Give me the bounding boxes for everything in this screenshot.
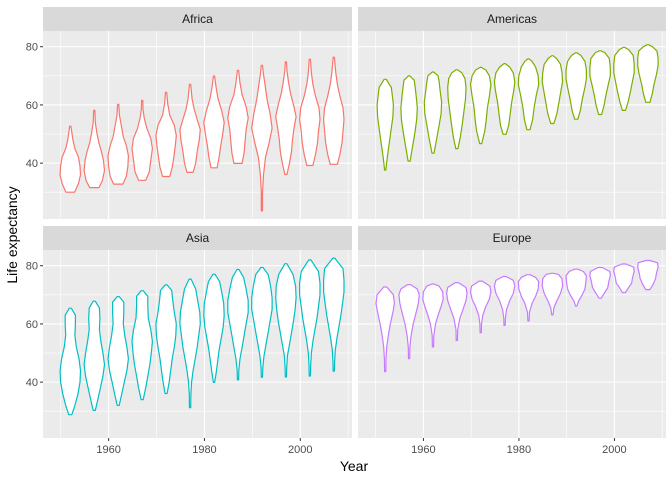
violin-1962 [423,71,443,154]
x-tick-label: 1960 [411,444,435,456]
x-tick-label: 1980 [192,444,216,456]
violin-2007 [323,56,345,165]
violin-1962 [107,103,129,185]
x-tick-label: 2000 [602,444,626,456]
facet-strip [43,226,352,250]
violin-2002 [613,46,635,111]
violin-1997 [589,50,611,116]
violin-1982 [517,58,540,131]
violin-1967 [131,99,153,181]
x-tick-label: 2000 [288,444,312,456]
facet-panel-europe: Europe 1960 1980 2000 [358,226,666,456]
facet-strip-label: Europe [493,231,532,245]
facet-strip [358,226,666,250]
violin-2007 [637,44,659,103]
violin-1977 [493,63,516,135]
x-tick-label: 1980 [507,444,531,456]
y-tick-label: 60 [26,100,38,112]
violin-1982 [517,274,540,322]
y-tick-label: 80 [26,42,38,54]
violin-1962 [422,283,444,348]
y-axis-title: Life expectancy [4,186,20,283]
violin-1977 [179,278,201,409]
violin-1992 [565,268,587,307]
violin-1957 [83,109,106,189]
violin-1967 [131,290,153,401]
facet-strip [43,7,352,31]
violin-1987 [541,55,564,125]
violin-1987 [227,268,249,381]
violin-2002 [299,58,321,167]
violin-1982 [203,273,225,383]
violin-2002 [299,259,321,377]
violin-1992 [251,64,273,212]
facet-panel-africa: Africa 40 60 80 [26,7,352,219]
facet-panel-asia: Asia 40 60 80 1960 1980 2000 [26,226,352,456]
x-tick-label: 1960 [96,444,120,456]
violin-1992 [251,266,273,378]
violin-1967 [446,282,468,342]
violin-1972 [469,280,492,334]
violin-1987 [227,69,249,164]
violin-1972 [155,284,177,395]
violin-1952 [59,307,82,416]
facet-strip-label: Americas [487,12,537,26]
x-axis-title: Year [340,458,369,474]
violin-1972 [155,91,177,178]
violin-1972 [469,66,492,145]
violin-1962 [107,296,129,406]
facet-strip-label: Asia [186,231,210,245]
violin-1952 [59,125,82,193]
panels-layer: Africa 40 60 80 Americas Asia 40 60 80 1960 1980 20… [26,7,666,456]
violin-1957 [398,284,420,360]
violin-2007 [323,257,345,372]
violin-2007 [637,259,659,291]
violin-1997 [275,61,297,176]
y-tick-label: 60 [26,319,38,331]
violin-1992 [565,52,587,120]
y-tick-label: 40 [26,158,38,170]
violin-1997 [589,266,611,299]
violin-1982 [203,75,225,169]
facet-panel-americas: Americas [358,7,666,219]
y-tick-label: 40 [26,377,38,389]
facet-strip [358,7,666,31]
facet-strip-label: Africa [182,12,213,26]
violin-1997 [275,263,297,378]
violin-1957 [400,75,418,162]
violin-1987 [541,272,564,316]
violin-1952 [375,286,395,373]
violin-1952 [376,78,394,171]
violin-2002 [613,263,635,294]
violin-1977 [493,275,516,326]
violin-1967 [447,69,467,150]
y-tick-label: 80 [26,261,38,273]
violin-1957 [83,300,106,411]
violin-1977 [179,83,201,173]
